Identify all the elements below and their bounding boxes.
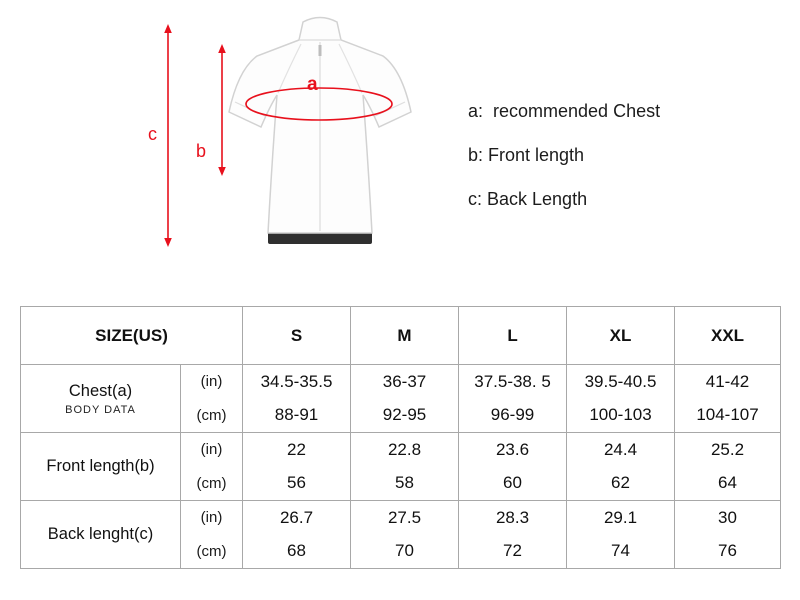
arrowhead-icon (164, 24, 172, 33)
size-table: SIZE(US) S M L XL XXL Chest(a) BODY DATA… (19, 306, 782, 569)
arrowhead-icon (218, 44, 226, 53)
value-cell-front-in-l: 23.6 (458, 432, 567, 467)
jersey-raglan-seam-right (338, 43, 363, 94)
row-group-chest: Chest(a) BODY DATA (in) 34.5-35.5 36-37 … (20, 364, 781, 433)
value-cell-chest-cm-m: 92-95 (350, 398, 459, 433)
value-cell-back-in-xl: 29.1 (566, 500, 675, 535)
row-label-back-length: Back lenght(c) (20, 500, 181, 569)
value-cell-chest-in-m: 36-37 (350, 364, 459, 399)
arrowhead-icon (164, 238, 172, 247)
row-label-text: Chest(a) (68, 381, 133, 400)
jersey-measurement-diagram: a b c (148, 16, 412, 247)
chest-measure-ellipse (245, 87, 393, 121)
table-row: Front length(b) (in) 22 22.8 23.6 24.4 2… (20, 432, 781, 501)
value-cell-front-cm-xxl: 64 (674, 466, 781, 501)
value-cell-chest-in-xl: 39.5-40.5 (566, 364, 675, 399)
header-size-xl: XL (566, 306, 675, 365)
mark-b-label: b (196, 141, 206, 161)
value-cell-front-in-m: 22.8 (350, 432, 459, 467)
row-label-chest: Chest(a) BODY DATA (20, 364, 181, 433)
arrowheads (164, 24, 226, 247)
table-row: (cm) 88-91 92-95 96-99 100-103 104-107 (21, 398, 781, 433)
value-cell-front-in-xxl: 25.2 (674, 432, 781, 467)
value-cell-back-cm-m: 70 (350, 534, 459, 569)
header-size-s: S (242, 306, 351, 365)
row-group-back-length: Back lenght(c) (in) 26.7 27.5 28.3 29.1 … (20, 500, 781, 569)
header-size-xxl: XXL (674, 306, 781, 365)
value-cell-back-in-s: 26.7 (242, 500, 351, 535)
legend-chest: a: recommended Chest (468, 101, 661, 121)
mark-a-label: a (307, 74, 318, 95)
row-label-front-length: Front length(b) (20, 432, 181, 501)
row-label-text: Back lenght(c) (47, 525, 154, 543)
row-sublabel-body-data: BODY DATA (65, 403, 136, 416)
value-cell-chest-cm-xl: 100-103 (566, 398, 675, 433)
unit-cell: (cm) (179, 466, 243, 501)
header-size-us: SIZE(US) (19, 306, 243, 365)
value-cell-chest-in-s: 34.5-35.5 (242, 364, 351, 399)
value-cell-chest-cm-l: 96-99 (458, 398, 567, 433)
value-cell-front-cm-m: 58 (350, 466, 459, 501)
value-cell-front-in-xl: 24.4 (566, 432, 675, 467)
unit-cell: (cm) (179, 534, 243, 569)
unit-cell: (in) (179, 432, 243, 467)
value-cell-back-in-m: 27.5 (350, 500, 459, 535)
value-cell-front-cm-xl: 62 (566, 466, 675, 501)
mark-c-label: c (148, 124, 157, 144)
value-cell-back-in-l: 28.3 (458, 500, 567, 535)
value-cell-back-in-xxl: 30 (674, 500, 781, 535)
table-row: (cm) 68 70 72 74 76 (21, 534, 781, 569)
measurement-letters: a b c (148, 74, 318, 161)
header-size-m: M (350, 306, 459, 365)
jersey-illustration (228, 16, 412, 244)
row-label-text: Front length(b) (46, 457, 155, 475)
value-cell-chest-in-xxl: 41-42 (674, 364, 781, 399)
unit-cell: (in) (179, 364, 243, 399)
value-cell-front-cm-s: 56 (242, 466, 351, 501)
value-cell-back-cm-s: 68 (242, 534, 351, 569)
value-cell-chest-cm-xxl: 104-107 (674, 398, 781, 433)
table-row: Chest(a) BODY DATA (in) 34.5-35.5 36-37 … (20, 364, 781, 433)
value-cell-back-cm-xxl: 76 (674, 534, 781, 569)
unit-cell: (cm) (179, 398, 243, 433)
table-row: (cm) 56 58 60 62 64 (21, 466, 781, 501)
legend-front-length: b: Front length (468, 145, 585, 165)
measurement-annotations (167, 31, 393, 240)
header-size-l: L (458, 306, 567, 365)
measurement-legend: a: recommended Chest b: Front length c: … (468, 101, 660, 233)
table-row: Back lenght(c) (in) 26.7 27.5 28.3 29.1 … (20, 500, 781, 569)
size-table-header: SIZE(US) S M L XL XXL (19, 306, 781, 365)
value-cell-back-cm-xl: 74 (566, 534, 675, 569)
legend-back-length: c: Back Length (468, 189, 588, 209)
value-cell-front-in-s: 22 (242, 432, 351, 467)
unit-cell: (in) (179, 500, 243, 535)
value-cell-chest-in-l: 37.5-38. 5 (458, 364, 567, 399)
value-cell-chest-cm-s: 88-91 (242, 398, 351, 433)
value-cell-front-cm-l: 60 (458, 466, 567, 501)
jersey-raglan-seam-left (277, 43, 302, 94)
value-cell-back-cm-l: 72 (458, 534, 567, 569)
row-group-front-length: Front length(b) (in) 22 22.8 23.6 24.4 2… (20, 432, 781, 501)
arrowhead-icon (218, 167, 226, 176)
